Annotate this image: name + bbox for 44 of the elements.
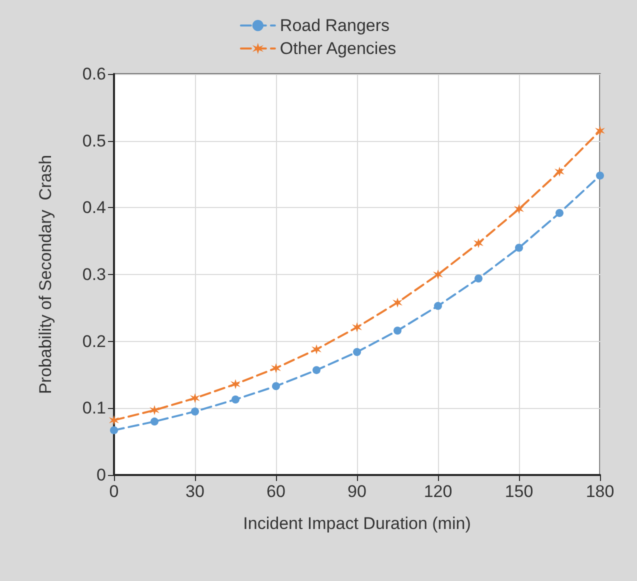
point [191, 408, 199, 416]
y-tick-label: 0.4 [82, 198, 106, 218]
point [474, 274, 482, 283]
y-tick-label: 0 [96, 466, 106, 484]
x-tick-label: 150 [504, 482, 534, 501]
point [353, 348, 361, 356]
point [109, 415, 119, 426]
legend-label: Other Agencies [280, 39, 396, 58]
point [272, 382, 280, 390]
x-tick-label: 60 [266, 482, 286, 501]
point [556, 209, 564, 218]
x-tick-label: 90 [348, 482, 366, 501]
point [596, 172, 604, 180]
y-tick-label: 0.6 [82, 64, 106, 84]
y-tick-label: 0.2 [82, 332, 106, 351]
point [312, 366, 320, 374]
point [554, 166, 564, 177]
point [110, 426, 118, 434]
point [394, 326, 402, 335]
point [433, 270, 443, 280]
y-axis-title: Probability of Secondary Crash [36, 154, 55, 394]
point [474, 238, 484, 248]
y-tick-label: 0.3 [82, 265, 106, 284]
x-tick-label: 120 [424, 482, 452, 501]
legend-label: Road Rangers [280, 16, 390, 35]
point [515, 244, 523, 252]
x-tick-label: 0 [109, 482, 119, 501]
y-tick-label: 0.5 [82, 131, 106, 150]
point [150, 405, 160, 416]
x-tick-label: 30 [186, 482, 204, 501]
point [434, 302, 442, 310]
point [392, 298, 402, 308]
point [150, 418, 158, 426]
point [232, 395, 240, 404]
point [352, 322, 362, 332]
point [230, 379, 240, 390]
point [190, 393, 200, 404]
point [312, 344, 322, 354]
x-tick-label: 180 [586, 482, 614, 501]
point [514, 204, 524, 214]
point [271, 363, 281, 374]
y-tick-label: 0.1 [82, 398, 106, 418]
x-axis-title: Incident Impact Duration (min) [243, 514, 471, 533]
point [595, 126, 605, 136]
